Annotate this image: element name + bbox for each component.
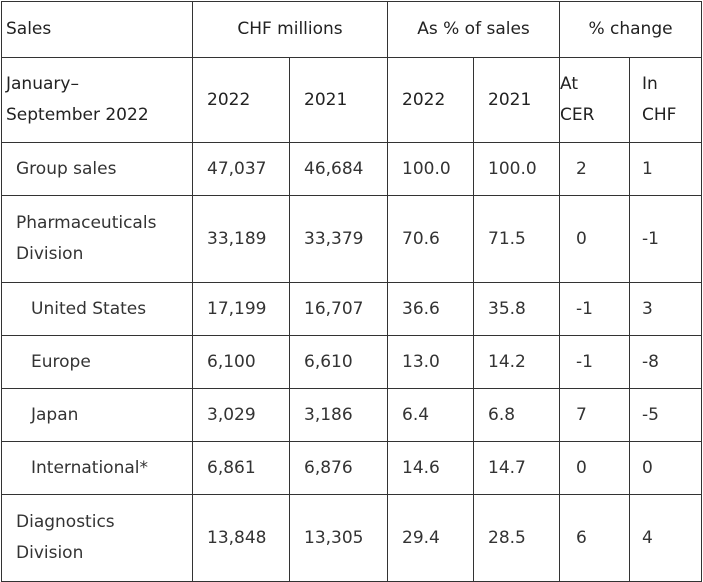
row-label: Japan <box>1 388 193 442</box>
pct-change-header: % change <box>559 1 703 58</box>
at-cer-cell: 0 <box>559 441 631 495</box>
table-row-united-states: United States 17,199 16,707 36.6 35.8 -1… <box>1 282 703 336</box>
at-cer-cell: 2 <box>559 142 631 196</box>
pct-2021-cell: 100.0 <box>473 142 561 196</box>
pct-2022-cell: 14.6 <box>387 441 475 495</box>
pct-2021-cell: 6.8 <box>473 388 561 442</box>
pct-of-sales-header: As % of sales <box>387 1 561 58</box>
header-row-top: Sales CHF millions As % of sales % chang… <box>1 1 703 58</box>
pct-2022-cell: 29.4 <box>387 494 475 582</box>
chf-2022-cell: 6,861 <box>192 441 290 495</box>
chf-2021-cell: 16,707 <box>288 282 389 336</box>
in-chf-cell: 3 <box>629 282 703 336</box>
pct-2021-cell: 28.5 <box>473 494 561 582</box>
chf-2022-cell: 47,037 <box>192 142 290 196</box>
row-label: Europe <box>1 335 193 389</box>
pct-2021-cell: 71.5 <box>473 195 561 283</box>
table-row-group-sales: Group sales 47,037 46,684 100.0 100.0 2 … <box>1 142 703 196</box>
in-chf-cell: 1 <box>629 142 703 196</box>
row-label-line1: Diagnostics <box>16 512 115 532</box>
at-cer-cell: 7 <box>559 388 631 442</box>
at-cer-cell: 6 <box>559 494 631 582</box>
pct-2022-cell: 70.6 <box>387 195 475 283</box>
chf-2022-cell: 17,199 <box>192 282 290 336</box>
at-cer-cell: -1 <box>559 282 631 336</box>
row-label: Pharmaceuticals Division <box>1 195 193 283</box>
chf-2021-cell: 3,186 <box>288 388 389 442</box>
table-row-europe: Europe 6,100 6,610 13.0 14.2 -1 -8 <box>1 335 703 389</box>
pct-2022-cell: 100.0 <box>387 142 475 196</box>
at-cer-cell: 0 <box>559 195 631 283</box>
chf-2021-header: 2021 <box>288 57 389 143</box>
pct-2022-cell: 6.4 <box>387 388 475 442</box>
in-chf-line2: CHF <box>642 105 677 125</box>
in-chf-line1: In <box>642 74 658 94</box>
row-label: United States <box>1 282 193 336</box>
row-label-line2: Division <box>16 244 84 264</box>
at-cer-cell: -1 <box>559 335 631 389</box>
in-chf-cell: -8 <box>629 335 703 389</box>
at-cer-line2: CER <box>560 105 595 125</box>
period-label-line2: September 2022 <box>6 105 149 125</box>
at-cer-header: At CER <box>559 57 631 143</box>
pct-2022-cell: 36.6 <box>387 282 475 336</box>
at-cer-line1: At <box>560 74 579 94</box>
pct-2021-cell: 14.2 <box>473 335 561 389</box>
table-row-pharmaceuticals: Pharmaceuticals Division 33,189 33,379 7… <box>1 195 703 283</box>
row-label: International* <box>1 441 193 495</box>
row-label-line1: Pharmaceuticals <box>16 213 157 233</box>
pct-2021-header: 2021 <box>473 57 561 143</box>
in-chf-cell: -5 <box>629 388 703 442</box>
in-chf-header: In CHF <box>629 57 703 143</box>
table-row-japan: Japan 3,029 3,186 6.4 6.8 7 -5 <box>1 388 703 442</box>
chf-2021-cell: 46,684 <box>288 142 389 196</box>
in-chf-cell: -1 <box>629 195 703 283</box>
chf-2021-cell: 33,379 <box>288 195 389 283</box>
chf-2021-cell: 13,305 <box>288 494 389 582</box>
chf-2021-cell: 6,876 <box>288 441 389 495</box>
chf-2022-cell: 13,848 <box>192 494 290 582</box>
row-label: Group sales <box>1 142 193 196</box>
row-label: Diagnostics Division <box>1 494 193 582</box>
row-label-line2: Division <box>16 543 84 563</box>
chf-2021-cell: 6,610 <box>288 335 389 389</box>
in-chf-cell: 4 <box>629 494 703 582</box>
table-row-international: International* 6,861 6,876 14.6 14.7 0 0 <box>1 441 703 495</box>
chf-millions-header: CHF millions <box>191 1 389 58</box>
header-row-bottom: January– September 2022 2022 2021 2022 2… <box>1 57 703 143</box>
chf-2022-cell: 6,100 <box>192 335 290 389</box>
period-header: January– September 2022 <box>1 57 193 143</box>
chf-2022-cell: 3,029 <box>192 388 290 442</box>
pct-2022-header: 2022 <box>387 57 475 143</box>
chf-2022-cell: 33,189 <box>192 195 290 283</box>
period-label-line1: January– <box>6 74 79 94</box>
chf-2022-header: 2022 <box>192 57 290 143</box>
pct-2021-cell: 14.7 <box>473 441 561 495</box>
sales-header: Sales <box>1 1 193 58</box>
table-row-diagnostics: Diagnostics Division 13,848 13,305 29.4 … <box>1 494 703 582</box>
pct-2021-cell: 35.8 <box>473 282 561 336</box>
in-chf-cell: 0 <box>629 441 703 495</box>
pct-2022-cell: 13.0 <box>387 335 475 389</box>
